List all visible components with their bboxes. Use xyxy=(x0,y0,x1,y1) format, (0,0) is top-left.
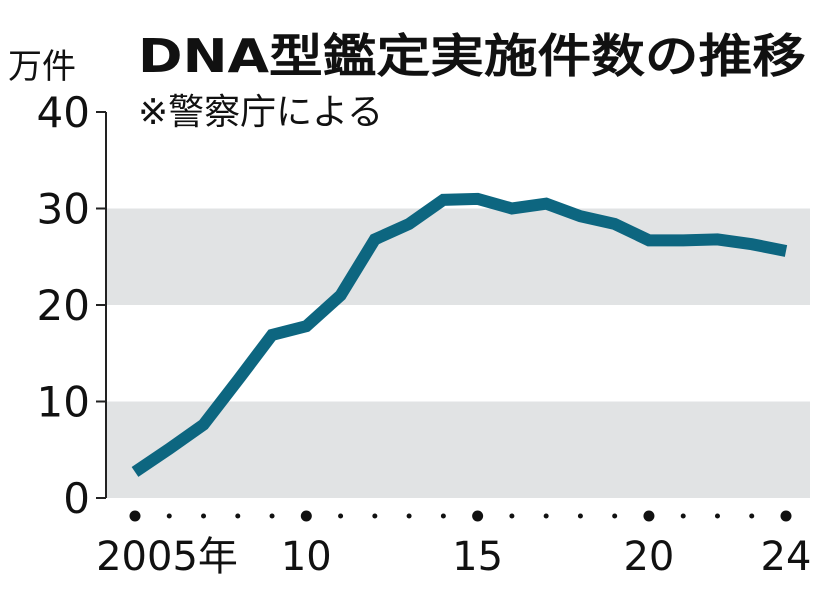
y-tick-label: 10 xyxy=(37,378,90,427)
x-tick-label: 20 xyxy=(623,534,674,580)
y-tick-label: 0 xyxy=(63,474,90,523)
x-tick-label: 2005年 xyxy=(96,534,238,580)
x-minor-tick-dot xyxy=(578,514,583,519)
x-tick-label: 15 xyxy=(452,534,503,580)
x-minor-tick-dot xyxy=(441,514,446,519)
x-major-tick-dot xyxy=(301,511,312,522)
x-minor-tick-dot xyxy=(270,514,275,519)
x-minor-tick-dot xyxy=(612,514,617,519)
x-minor-tick-dot xyxy=(509,514,514,519)
x-minor-tick-dot xyxy=(749,514,754,519)
shaded-band xyxy=(107,209,810,306)
y-tick-label: 30 xyxy=(37,185,90,234)
x-tick-label: 24 xyxy=(761,534,812,580)
y-tick-label: 40 xyxy=(37,88,90,137)
x-minor-tick-dot xyxy=(372,514,377,519)
x-major-tick-dot xyxy=(781,511,792,522)
x-major-tick-dot xyxy=(472,511,483,522)
chart-title: DNA型鑑定実施件数の推移 xyxy=(138,29,806,83)
x-major-tick-dot xyxy=(643,511,654,522)
x-major-tick-dot xyxy=(130,511,141,522)
x-minor-tick-dot xyxy=(715,514,720,519)
x-minor-tick-dot xyxy=(407,514,412,519)
x-minor-tick-dot xyxy=(544,514,549,519)
x-minor-tick-dot xyxy=(235,514,240,519)
x-minor-tick-dot xyxy=(681,514,686,519)
x-minor-tick-dot xyxy=(201,514,206,519)
x-minor-tick-dot xyxy=(167,514,172,519)
y-axis-unit-label: 万件 xyxy=(8,47,76,87)
chart-subtitle: ※警察庁による xyxy=(138,92,383,133)
x-minor-tick-dot xyxy=(338,514,343,519)
x-tick-label: 10 xyxy=(281,534,332,580)
y-tick-label: 20 xyxy=(37,281,90,330)
